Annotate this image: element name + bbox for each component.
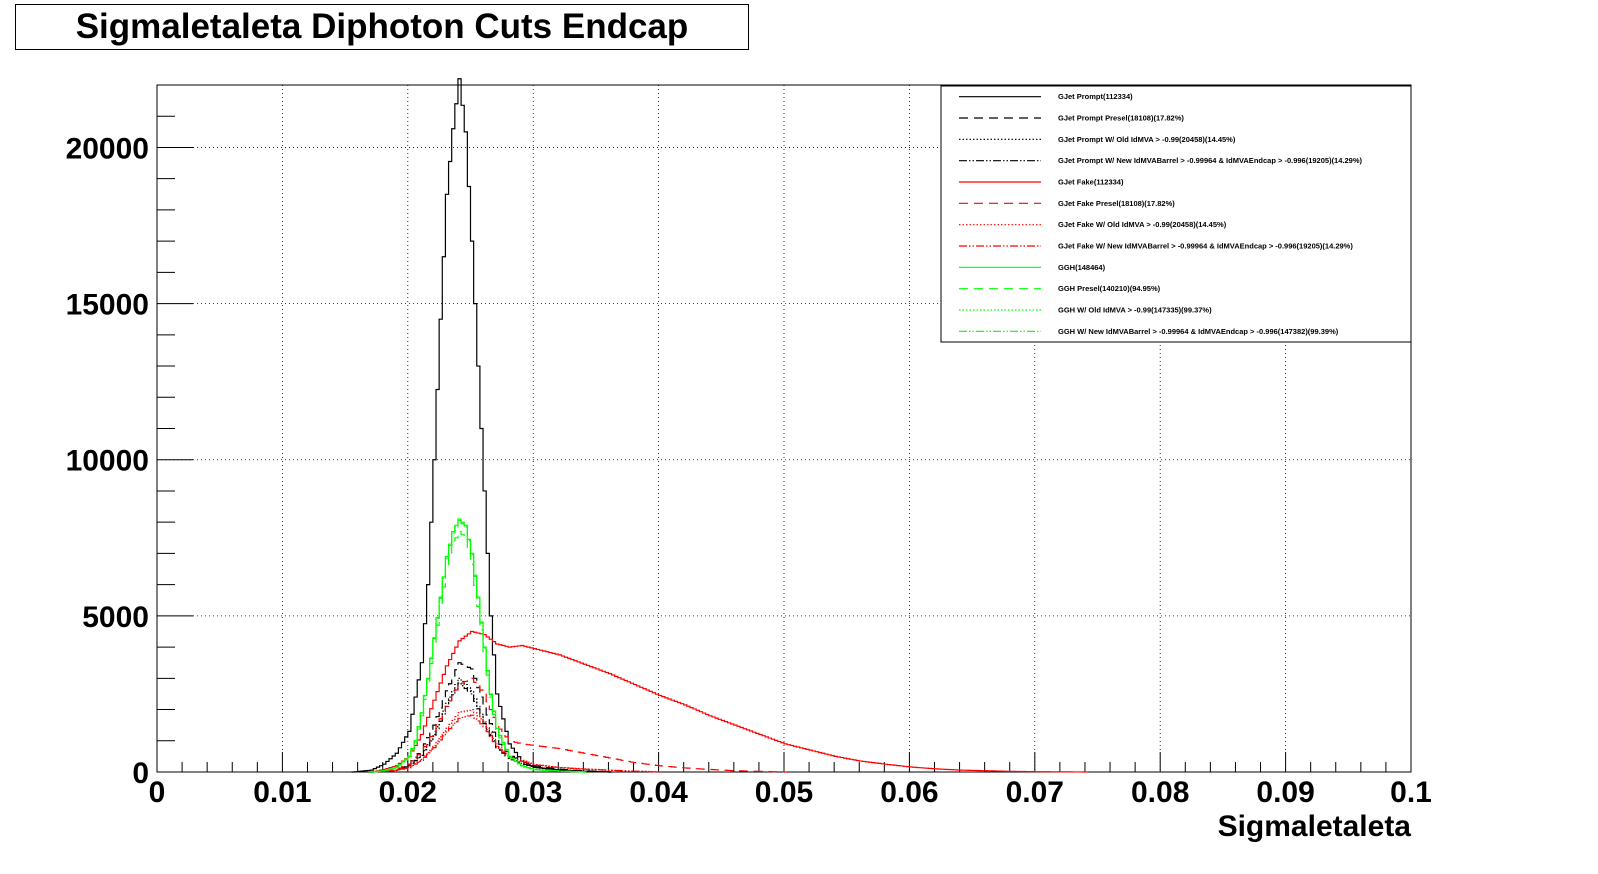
x-tick-label: 0.03 <box>504 776 562 809</box>
x-tick-label: 0.08 <box>1131 776 1189 809</box>
y-tick-label: 20000 <box>66 132 149 165</box>
series-line-11 <box>370 520 587 773</box>
series-group <box>351 78 1089 773</box>
series-line-2 <box>370 662 612 773</box>
legend-entry-label: GJet Fake(112334) <box>1058 178 1124 187</box>
x-tick-label: 0.02 <box>379 776 437 809</box>
series-line-5 <box>370 630 1089 773</box>
x-axis-title: Sigmaletaleta <box>1218 810 1412 843</box>
x-tick-label: 0.07 <box>1006 776 1064 809</box>
legend-entry-label: GJet Prompt W/ Old IdMVA > -0.99(20458)(… <box>1058 135 1236 144</box>
legend-entry-label: GGH Presel(140210)(94.95%) <box>1058 284 1161 293</box>
x-tick-label: 0.04 <box>629 776 688 809</box>
legend: GJet Prompt(112334) GJet Prompt Presel(18… <box>940 85 1412 343</box>
legend-entry-label: GJet Fake W/ New IdMVABarrel > -0.99964 … <box>1058 242 1353 251</box>
legend-entry-label: GJet Fake Presel(18108)(17.82%) <box>1058 199 1175 208</box>
series-line-1 <box>351 78 612 773</box>
chart-title-box: Sigmaletaleta Diphoton Cuts Endcap <box>15 4 749 50</box>
series-line-3 <box>370 677 612 773</box>
legend-entry-label: GJet Prompt Presel(18108)(17.82%) <box>1058 114 1184 123</box>
series-line-9 <box>370 518 587 773</box>
x-tick-label: 0.05 <box>755 776 813 809</box>
chart-title: Sigmaletaleta Diphoton Cuts Endcap <box>75 7 689 46</box>
y-tick-label: 5000 <box>82 601 149 634</box>
x-tick-label: 0 <box>149 776 166 809</box>
x-tick-label: 0.06 <box>880 776 938 809</box>
series-line-8 <box>370 714 662 773</box>
legend-entry-label: GGH W/ Old IdMVA > -0.99(147335)(99.37%) <box>1058 306 1212 315</box>
y-tick-label: 15000 <box>66 289 149 322</box>
y-tick-label: 0 <box>132 757 149 790</box>
legend-box <box>940 85 1412 343</box>
series-line-10 <box>370 530 587 773</box>
legend-entry-label: GJet Prompt W/ New IdMVABarrel > -0.9996… <box>1058 156 1362 165</box>
y-tick-label: 10000 <box>66 445 149 478</box>
legend-entry-label: GJet Prompt(112334) <box>1058 92 1133 101</box>
x-tick-label: 0.09 <box>1256 776 1314 809</box>
legend-entry-label: GGH W/ New IdMVABarrel > -0.99964 & IdMV… <box>1058 327 1339 336</box>
x-tick-label: 0.01 <box>253 776 311 809</box>
series-line-12 <box>370 519 587 773</box>
legend-entry-label: GGH(148464) <box>1058 263 1106 272</box>
series-line-6 <box>370 677 788 773</box>
x-tick-label: 0.1 <box>1390 776 1432 809</box>
legend-entry-label: GJet Fake W/ Old IdMVA > -0.99(20458)(14… <box>1058 220 1227 229</box>
